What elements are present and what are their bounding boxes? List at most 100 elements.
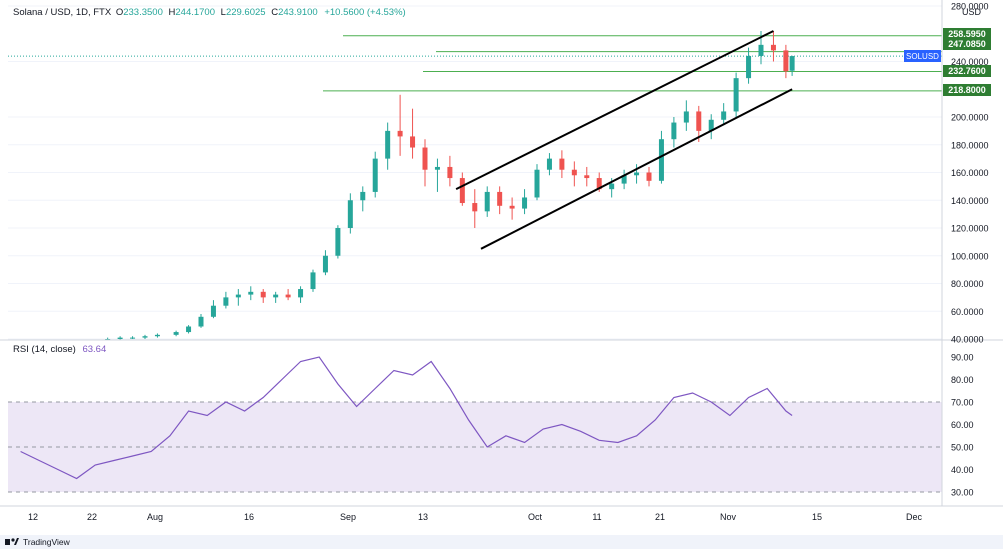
candle[interactable] [546,153,552,176]
candle[interactable] [154,333,160,338]
candle[interactable] [497,186,503,215]
candle[interactable] [298,286,304,303]
candle[interactable] [260,289,266,303]
candle-body [154,334,160,337]
rsi-line[interactable] [20,356,793,480]
candle[interactable] [789,55,795,76]
candle-body [130,337,136,339]
currency-label: USD [962,7,982,17]
candle[interactable] [447,155,453,187]
time-tick-label: Nov [720,512,737,522]
candle[interactable] [273,291,279,303]
candle-body [522,197,528,209]
candle[interactable] [509,197,515,220]
time-tick-label: Aug [147,512,163,522]
candle-body [472,203,478,212]
svg-text:RSI (14, close) 63.64: RSI (14, close) 63.64 [13,344,106,355]
candle-body [117,337,123,339]
tradingview-logo[interactable]: TradingView [0,535,1003,549]
rsi-axis[interactable]: 90.00 80.00 70.00 60.00 50.00 40.00 30.00 [951,353,974,498]
candle[interactable] [584,166,590,187]
candle[interactable] [459,172,465,206]
candle-body [385,130,391,159]
candle[interactable] [310,269,316,292]
candle[interactable] [534,164,540,201]
candle-body [509,205,515,209]
time-tick-label: 15 [812,512,822,522]
candle[interactable] [571,161,577,187]
candle-body [273,294,279,298]
price-tick-label: 100.0000 [951,251,989,261]
trendline[interactable] [480,88,793,250]
price-tick-label: 200.0000 [951,113,989,123]
candle[interactable] [770,30,776,62]
trendline[interactable] [455,30,774,191]
level-label-4: 218.8000 [943,84,991,96]
candle[interactable] [210,300,216,319]
candle[interactable] [621,169,627,190]
candle-body [484,191,490,212]
candle[interactable] [397,94,403,156]
candle[interactable] [385,122,391,170]
candle[interactable] [360,186,366,212]
candle[interactable] [173,330,179,337]
price-tick-label: 160.0000 [951,168,989,178]
candle[interactable] [235,289,241,306]
rsi-value: 63.64 [82,344,106,355]
candle[interactable] [285,289,291,301]
price-tick-label: 40.0000 [951,335,984,345]
candle[interactable] [422,139,428,187]
time-tick-label: 12 [28,512,38,522]
time-tick-label: Dec [906,512,923,522]
time-tick-label: Oct [528,512,543,522]
level-label-1: 258.5950 [943,28,991,40]
candle[interactable] [186,325,192,334]
candle[interactable] [248,286,254,301]
time-tick-label: 16 [244,512,254,522]
candle-body [546,158,552,170]
rsi-legend[interactable]: RSI (14, close) 63.64 [13,344,106,355]
horizontal-levels[interactable] [8,35,942,92]
candle-body [497,191,503,206]
time-axis[interactable]: 12 22 Aug 16 Sep 13 Oct 11 21 Nov 15 Dec [28,512,923,522]
candle[interactable] [130,336,136,339]
rsi-title: RSI (14, close) [13,344,76,355]
price-tick-label: 280.0000 [951,2,989,12]
candle[interactable] [322,250,328,276]
candle[interactable] [410,108,416,159]
candle[interactable] [634,164,640,184]
candle[interactable] [372,151,378,198]
candle[interactable] [223,291,229,309]
candle[interactable] [335,225,341,259]
candle[interactable] [472,189,478,228]
candle-body [634,172,640,176]
candle[interactable] [708,114,714,140]
candle[interactable] [522,189,528,215]
price-axis[interactable]: 280.0000 240.0000 200.0000 180.0000 160.0000… [951,2,989,345]
candle-body [260,291,266,298]
candle[interactable] [671,117,677,148]
candle-body [447,166,453,179]
time-tick-label: 11 [592,512,601,522]
trendlines[interactable] [455,30,793,250]
candle[interactable] [746,47,752,84]
candle[interactable] [783,44,789,79]
rsi-series[interactable] [8,356,942,493]
candle[interactable] [733,72,739,117]
candle-body [142,336,148,338]
candle[interactable] [142,334,148,339]
candle[interactable] [696,105,702,142]
candle[interactable] [484,186,490,217]
candle[interactable] [559,150,565,179]
candle[interactable] [198,314,204,328]
candle[interactable] [683,100,689,131]
candle[interactable] [646,166,652,187]
candle[interactable] [347,193,353,234]
candle[interactable] [434,158,440,192]
price-tick-label: 120.0000 [951,224,989,234]
candle-body [235,294,241,298]
symbol-legend[interactable]: Solana / USD, 1D, FTX O233.3500 H244.170… [13,7,406,18]
candle[interactable] [721,103,727,126]
